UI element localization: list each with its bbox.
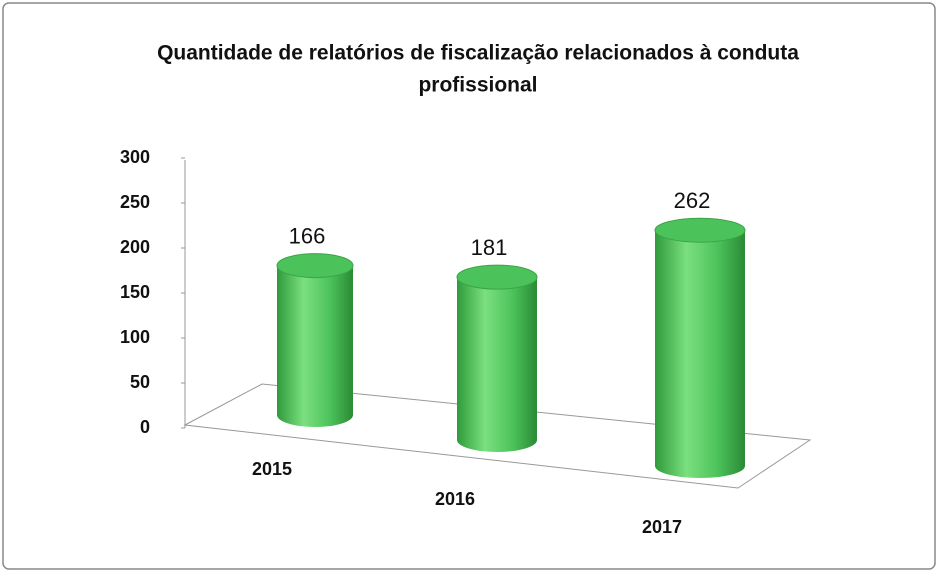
cylinder-top — [654, 217, 746, 243]
cylinder — [655, 230, 745, 478]
floor — [183, 383, 812, 489]
y-tick-label: 50 — [130, 372, 150, 392]
value-label: 262 — [674, 188, 711, 213]
y-tick-label: 0 — [140, 417, 150, 437]
y-tick-label: 300 — [120, 147, 150, 167]
chart-title: Quantidade de relatórios de fiscalização… — [157, 42, 799, 65]
cylinder-top — [276, 253, 354, 279]
y-tick-label: 100 — [120, 327, 150, 347]
x-tick-label: 2017 — [642, 517, 682, 537]
y-tick-label: 150 — [120, 282, 150, 302]
cylinder-top — [456, 264, 538, 290]
cylinder — [457, 277, 537, 452]
y-tick-label: 200 — [120, 237, 150, 257]
x-tick-label: 2016 — [435, 489, 475, 509]
value-label: 166 — [289, 223, 326, 248]
y-tick-label: 250 — [120, 192, 150, 212]
x-tick-label: 2015 — [252, 459, 292, 479]
cylinder — [277, 265, 353, 427]
chart-title: profissional — [418, 74, 537, 97]
value-label: 181 — [471, 235, 508, 260]
